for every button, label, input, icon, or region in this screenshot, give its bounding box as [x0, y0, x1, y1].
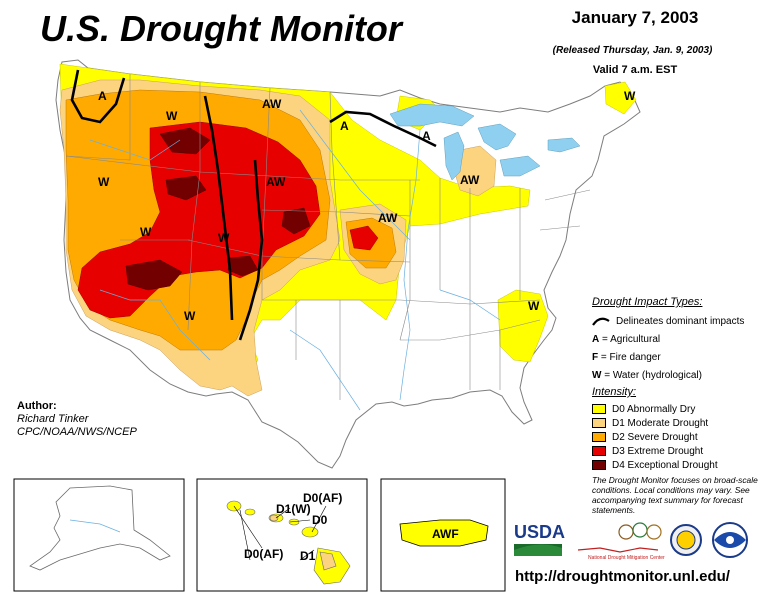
label-aw-mt: AW — [262, 97, 282, 111]
alaska-shape — [29, 485, 171, 571]
impact-fire: F = Fire danger — [592, 348, 772, 366]
drought-monitor-link[interactable]: http://droughtmonitor.unl.edu/ — [515, 568, 730, 585]
label-w-id: W — [166, 109, 178, 123]
label-a-wi: A — [422, 129, 431, 143]
svg-text:USDA: USDA — [514, 522, 565, 542]
label-w-me: W — [624, 89, 636, 103]
commerce-seal — [670, 524, 702, 556]
ndmc-logo: National Drought Mitigation Center — [577, 522, 665, 561]
great-lakes — [389, 103, 581, 181]
label-a-mn: A — [340, 119, 349, 133]
label-w-va: W — [528, 299, 540, 313]
swatch-d2 — [592, 432, 606, 442]
label-w-ut: W — [218, 231, 230, 245]
hawaii-label-d0: D0 — [312, 513, 328, 527]
label-w-or: W — [98, 175, 110, 189]
author-name: Richard Tinker — [17, 413, 89, 425]
d4-regions — [125, 127, 311, 291]
water-text: = Water (hydrological) — [604, 369, 702, 381]
swatch-d3 — [592, 446, 606, 456]
usda-logo: USDA — [514, 522, 565, 556]
disclaimer-note: The Drought Monitor focuses on broad-sca… — [592, 475, 758, 515]
hawaii-label-d0af-top: D0(AF) — [303, 491, 342, 505]
label-aw-mi: AW — [460, 173, 480, 187]
intensity-heading: Intensity: — [592, 386, 637, 398]
agricultural-text: = Agricultural — [602, 333, 661, 345]
impact-line-icon — [592, 317, 610, 326]
hawaii-leaders — [233, 505, 327, 561]
intensity-d1-label: D1 Moderate Drought — [612, 417, 709, 429]
release-date: (Released Thursday, Jan. 9, 2003) — [552, 45, 713, 56]
label-w-nv: W — [140, 225, 152, 239]
state-boundaries — [65, 74, 591, 400]
author-org: CPC/NOAA/NWS/NCEP — [17, 426, 137, 438]
puerto-rico-shape — [399, 519, 489, 547]
intensity-d4: D4 Exceptional Drought — [592, 458, 772, 472]
intensity-d0: D0 Abnormally Dry — [592, 402, 772, 416]
puerto-rico-label: AWF — [432, 527, 459, 541]
swatch-d0 — [592, 404, 606, 414]
rivers — [89, 109, 501, 411]
water-key: W — [592, 369, 602, 381]
intensity-d2-label: D2 Severe Drought — [612, 431, 698, 443]
svg-text:National Drought Mitigation Ce: National Drought Mitigation Center — [588, 555, 665, 561]
agricultural-key: A — [592, 333, 600, 345]
label-aw-wy: AW — [266, 175, 286, 189]
impact-water: W = Water (hydrological) — [592, 366, 772, 384]
hawaii-d1 — [269, 514, 337, 571]
hawaii-label-d0af-bottom: D0(AF) — [244, 547, 283, 561]
label-aw-ia: AW — [378, 211, 398, 225]
impact-agricultural: A = Agricultural — [592, 330, 772, 348]
impact-line-text: Delineates dominant impacts — [616, 315, 745, 327]
swatch-d4 — [592, 460, 606, 470]
valid-time: Valid 7 a.m. EST — [592, 64, 678, 76]
legend: Drought Impact Types: Delineates dominan… — [592, 296, 772, 472]
hawaii-label-d1w: D1(W) — [276, 502, 311, 516]
intensity-d1: D1 Moderate Drought — [592, 416, 772, 430]
swatch-d1 — [592, 418, 606, 428]
fire-text: = Fire danger — [600, 351, 661, 363]
map-title: U.S. Drought Monitor — [40, 8, 402, 49]
impact-lines — [70, 69, 437, 341]
intensity-d3: D3 Extreme Drought — [592, 444, 772, 458]
intensity-d0-label: D0 Abnormally Dry — [612, 403, 696, 415]
alaska-river — [69, 519, 121, 533]
impact-types-heading: Drought Impact Types: — [592, 296, 703, 308]
noaa-logo — [712, 522, 748, 558]
fire-key: F — [592, 351, 599, 363]
label-a-nw: A — [98, 89, 107, 103]
intensity-d2: D2 Severe Drought — [592, 430, 772, 444]
intensity-d3-label: D3 Extreme Drought — [612, 445, 704, 457]
impact-line-row: Delineates dominant impacts — [592, 312, 772, 330]
intensity-d4-label: D4 Exceptional Drought — [612, 459, 718, 471]
author-heading: Author: — [17, 400, 57, 412]
hawaii-label-d1: D1 — [300, 549, 316, 563]
label-w-nm: W — [184, 309, 196, 323]
map-date: January 7, 2003 — [571, 8, 699, 27]
author-block: Author: Richard Tinker CPC/NOAA/NWS/NCEP — [17, 400, 137, 439]
